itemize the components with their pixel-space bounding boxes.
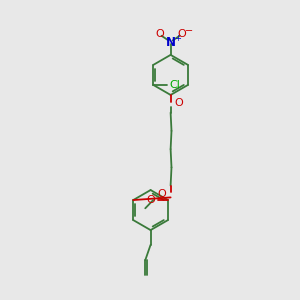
- Text: N: N: [166, 36, 176, 49]
- Text: Cl: Cl: [169, 80, 180, 90]
- Text: O: O: [177, 29, 186, 39]
- Text: O: O: [155, 29, 164, 39]
- Text: O: O: [175, 98, 184, 108]
- Text: O: O: [146, 195, 155, 205]
- Text: O: O: [158, 189, 167, 199]
- Text: −: −: [185, 26, 194, 36]
- Text: +: +: [174, 34, 181, 43]
